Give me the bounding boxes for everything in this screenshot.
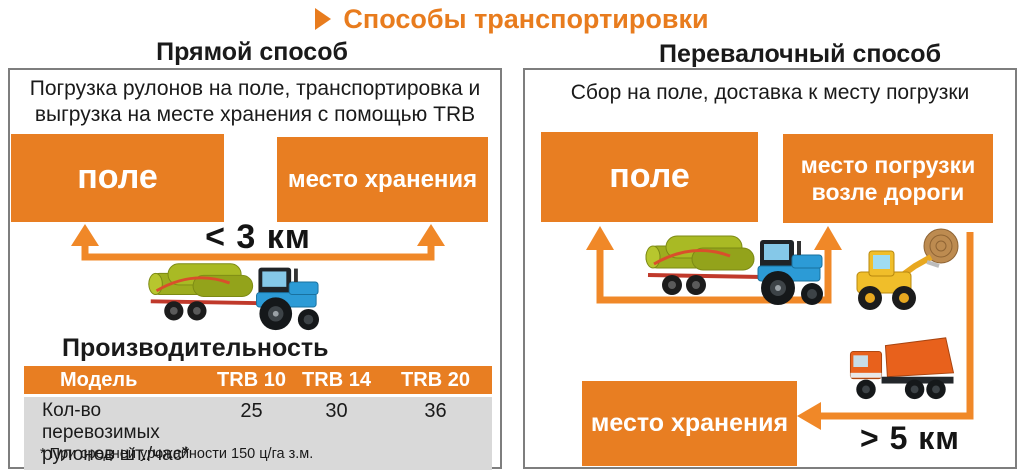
- table-value-trb10: 25: [240, 400, 263, 422]
- right-panel-heading: Перевалочный способ: [658, 40, 942, 68]
- tractor-with-bale-trailer-image: [148, 263, 320, 331]
- title-bullet-icon: [315, 8, 332, 30]
- table-value-trb20: 36: [424, 400, 447, 422]
- wheel-loader-with-bale-image: [856, 228, 959, 310]
- storage-box: место хранения: [277, 137, 488, 222]
- distance-label: > 5 км: [860, 420, 960, 456]
- table-value-trb14: 30: [325, 400, 348, 422]
- productivity-table: Модель TRB 10 TRB 14 TRB 20 Кол-во перев…: [24, 366, 492, 471]
- table-header-trb20: TRB 20: [401, 368, 470, 391]
- table-header-trb10: TRB 10: [217, 368, 286, 391]
- tractor-with-bale-trailer-image: [645, 235, 823, 305]
- direct-method-description: Погрузка рулонов на поле, транспортировк…: [29, 77, 481, 126]
- storage-box: место хранения: [582, 381, 797, 466]
- page-title: Способы транспортировки: [0, 2, 1024, 36]
- title-text: Способы транспортировки: [343, 3, 709, 34]
- loading-place-box: место погрузки возле дороги: [783, 134, 993, 223]
- table-header-model: Модель: [60, 368, 138, 391]
- table-row-label: Кол-во перевозимых рулонов шт./час*: [42, 400, 190, 466]
- table-data-row: Кол-во перевозимых рулонов шт./час* 25 3…: [24, 397, 492, 471]
- distance-label: < 3 км: [205, 218, 311, 256]
- transshipment-method-panel: Сбор на поле, доставка к месту погрузки …: [523, 68, 1017, 469]
- table-footnote: * При средней урожайности 150 ц/га з.м.: [40, 446, 314, 462]
- table-header-row: Модель TRB 10 TRB 14 TRB 20: [24, 366, 492, 394]
- dump-truck-image: [849, 337, 955, 400]
- productivity-heading: Производительность: [62, 334, 329, 362]
- direct-method-panel: Погрузка рулонов на поле, транспортировк…: [8, 68, 502, 471]
- left-panel-heading: Прямой способ: [156, 38, 348, 66]
- table-header-trb14: TRB 14: [302, 368, 371, 391]
- field-box: поле: [541, 132, 758, 222]
- field-box: поле: [11, 134, 224, 222]
- transshipment-description: Сбор на поле, доставка к месту погрузки: [570, 81, 970, 104]
